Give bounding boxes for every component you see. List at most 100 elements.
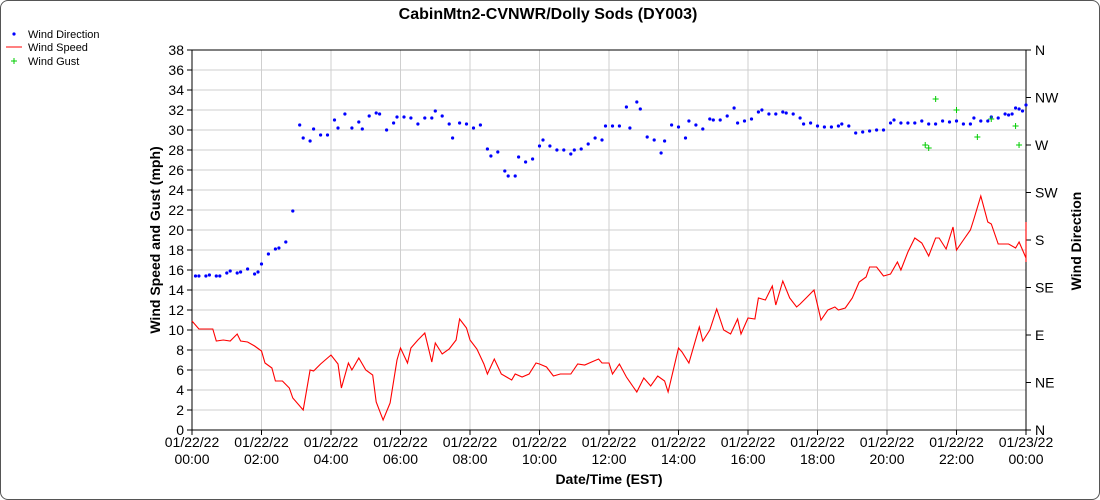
point-wind-direction [569,152,573,156]
left-tick-label: 20 [168,222,184,238]
right-tick-label: NE [1035,375,1054,391]
point-wind-direction [214,274,218,278]
point-wind-direction [749,117,754,121]
x-tick-label-time: 00:00 [174,451,209,467]
point-wind-direction [979,119,983,123]
point-wind-direction [273,247,277,251]
point-wind-direction [517,155,521,159]
point-wind-gust [1016,142,1023,148]
left-tick-label: 28 [168,142,184,158]
right-tick-label: SE [1035,280,1054,296]
point-wind-direction [259,262,264,266]
point-wind-gust [953,107,960,113]
x-tick-label-time: 12:00 [591,451,626,467]
point-wind-direction [791,112,795,116]
point-wind-direction [562,148,566,152]
point-wind-gust [932,96,939,102]
point-wind-direction [652,138,656,142]
x-tick-label-date: 01/22/22 [165,434,220,450]
x-axis-ticks: 01/22/2200:0001/22/2202:0001/22/2204:000… [165,430,1054,467]
left-tick-label: 12 [168,302,184,318]
point-wind-direction [732,106,736,110]
left-tick-label: 8 [176,342,184,358]
point-wind-direction [541,138,545,142]
point-wind-direction [416,122,420,126]
point-wind-direction [506,174,510,178]
series-line-wind-speed [191,193,1027,422]
point-wind-direction [1014,106,1018,110]
point-wind-direction [711,118,715,122]
right-tick-label: E [1035,327,1044,343]
x-tick-label-date: 01/22/22 [234,434,289,450]
right-tick-label: SW [1035,185,1058,201]
x-tick-label-time: 20:00 [869,451,904,467]
point-wind-direction [308,139,312,143]
point-wind-direction [360,127,364,131]
point-wind-direction [239,270,243,274]
x-tick-label-time: 08:00 [452,451,487,467]
point-wind-direction [548,144,552,148]
right-tick-label: N [1035,422,1045,438]
point-wind-direction [756,110,761,114]
point-wind-direction [256,270,260,274]
point-wind-direction [718,118,722,122]
point-wind-direction [861,130,865,134]
point-wind-direction [555,148,559,152]
left-tick-label: 10 [168,322,184,338]
left-tick-label: 14 [168,282,184,298]
point-wind-direction [708,117,712,121]
point-wind-direction [312,127,316,131]
point-wind-direction [836,124,841,128]
point-wind-direction [947,120,952,124]
point-wind-direction [367,114,371,118]
point-wind-direction [875,128,879,132]
point-wind-direction [881,128,886,132]
point-wind-direction [325,133,330,137]
left-tick-label: 16 [168,262,184,278]
point-wind-direction [298,123,302,127]
grid [191,49,1027,431]
point-wind-direction [423,116,427,120]
point-wind-direction [332,118,337,122]
point-wind-direction [579,147,583,151]
point-wind-direction [913,121,917,125]
right-tick-label: N [1035,42,1045,58]
point-wind-direction [485,147,489,151]
point-wind-direction [847,124,851,128]
point-wind-direction [854,131,858,135]
point-wind-direction [478,123,482,127]
point-wind-direction [934,122,938,126]
point-wind-direction [600,138,604,142]
right-tick-label: NW [1035,90,1059,106]
legend-label-wind-speed: Wind Speed [28,42,88,54]
point-wind-gust [988,116,995,122]
point-wind-direction [725,114,729,118]
point-wind-direction [954,119,959,123]
point-wind-direction [357,120,361,124]
point-wind-direction [920,119,924,123]
x-tick-label-time: 04:00 [313,451,348,467]
point-wind-direction [503,169,507,173]
x-tick-label-date: 01/22/22 [443,434,498,450]
point-wind-direction [409,116,413,120]
point-wind-direction [694,123,698,127]
point-wind-direction [1007,113,1011,117]
point-wind-direction [906,121,910,125]
point-wind-direction [489,154,493,158]
point-wind-direction [350,126,354,130]
point-wind-direction [802,122,806,126]
x-tick-label-time: 22:00 [939,451,974,467]
point-wind-direction [676,125,681,129]
left-tick-label: 0 [176,422,184,438]
x-tick-label-time: 18:00 [800,451,835,467]
point-wind-direction [767,112,771,116]
point-wind-direction [941,119,945,123]
point-wind-direction [524,160,528,164]
point-wind-direction [1003,112,1007,116]
legend-marker-wind-direction [12,32,16,36]
x-tick-label-date: 01/23/22 [999,434,1054,450]
point-wind-direction [996,116,1000,120]
point-wind-direction [291,209,295,213]
point-wind-direction [235,271,239,275]
